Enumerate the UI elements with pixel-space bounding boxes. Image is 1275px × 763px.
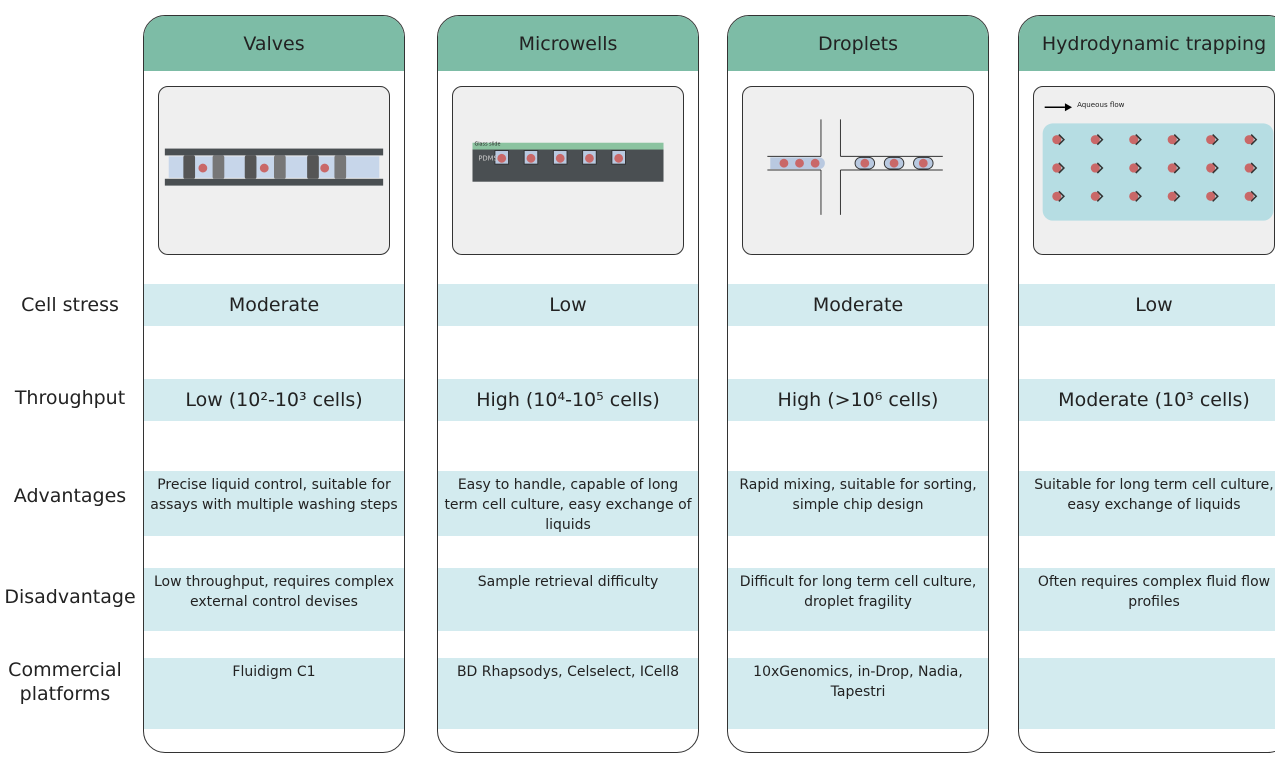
table-cell: Moderate [144, 284, 404, 326]
illustration-graphic [164, 148, 384, 186]
cell-text: Precise liquid control, suitable for ass… [150, 477, 398, 513]
cell-text: Moderate [228, 294, 320, 316]
column-header: Droplets [728, 16, 988, 71]
row-label: Disadvantage [4, 586, 136, 608]
table-cell: Low throughput, requires complex externa… [144, 568, 404, 631]
row-label: Advantages [13, 485, 127, 507]
table-cell: Difficult for long term cell culture, dr… [728, 568, 988, 631]
cell-text: Low [1135, 294, 1173, 316]
table-cell: High (>10⁶ cells) [728, 379, 988, 421]
table-cell: Easy to handle, capable of long term cel… [438, 471, 698, 536]
cell-text: Easy to handle, capable of long term cel… [444, 477, 692, 533]
column: Droplets Moderate High (>10⁶ cells) Rapid m… [727, 15, 989, 753]
cell-text: 10xGenomics, in-Drop, Nadia, Tapestri [753, 664, 963, 700]
cell-text: Rapid mixing, suitable for sorting, simp… [739, 477, 977, 513]
column: Hydrodynamic trapping Aqueous flow Low Mode… [1018, 15, 1275, 753]
illustration: Aqueous flow [1033, 86, 1275, 255]
cell-text: Low throughput, requires complex externa… [153, 574, 395, 610]
table-cell: Moderate (10³ cells) [1019, 379, 1275, 421]
table-cell: Suitable for long term cell culture, eas… [1019, 471, 1275, 536]
row-label: Commercial platforms [8, 659, 122, 705]
table-cell: Rapid mixing, suitable for sorting, simp… [728, 471, 988, 536]
illustration-graphic: Glass slide PDMS [472, 142, 664, 182]
illustration-label: Aqueous flow [1077, 100, 1125, 109]
cell-text: Moderate [812, 294, 904, 316]
row-label: Throughput [14, 387, 126, 409]
illustration-graphic: Aqueous flow [1042, 100, 1274, 221]
table-cell: Precise liquid control, suitable for ass… [144, 471, 404, 536]
cell-text: Often requires complex fluid flow profil… [1037, 574, 1271, 610]
illustration [742, 86, 974, 255]
illustration [158, 86, 390, 255]
column: Valves Moderate Low (10²-10³ cells) Precise… [143, 15, 405, 753]
illustration-graphic [767, 119, 943, 215]
cell-text: Sample retrieval difficulty [477, 574, 659, 590]
table-cell [1019, 658, 1275, 729]
column-header: Hydrodynamic trapping [1019, 16, 1275, 71]
column-header: Microwells [438, 16, 698, 71]
table-cell: Often requires complex fluid flow profil… [1019, 568, 1275, 631]
table-cell: Fluidigm C1 [144, 658, 404, 729]
cell-text: BD Rhapsodys, Celselect, ICell8 [456, 664, 680, 680]
row-label: Cell stress [21, 294, 119, 316]
illustration-label: PDMS [478, 154, 498, 162]
table-cell: High (10⁴-10⁵ cells) [438, 379, 698, 421]
column-header: Valves [144, 16, 404, 71]
table-cell: Low [438, 284, 698, 326]
table-cell: 10xGenomics, in-Drop, Nadia, Tapestri [728, 658, 988, 729]
cell-text: High (10⁴-10⁵ cells) [476, 389, 660, 411]
table-cell: BD Rhapsodys, Celselect, ICell8 [438, 658, 698, 729]
cell-text: Moderate (10³ cells) [1058, 389, 1250, 411]
cell-text: High (>10⁶ cells) [777, 389, 939, 411]
cell-text: Low [549, 294, 587, 316]
table-cell: Low (10²-10³ cells) [144, 379, 404, 421]
table-cell: Sample retrieval difficulty [438, 568, 698, 631]
cell-text: Low (10²-10³ cells) [185, 389, 363, 411]
table-cell: Moderate [728, 284, 988, 326]
illustration-label: Glass slide [474, 142, 500, 148]
table-cell: Low [1019, 284, 1275, 326]
column: Microwells Glass slide PDMS Low High (10⁴-10… [437, 15, 699, 753]
cell-text: Difficult for long term cell culture, dr… [739, 574, 977, 610]
cell-text: Fluidigm C1 [232, 664, 316, 680]
illustration: Glass slide PDMS [452, 86, 684, 255]
cell-text: Suitable for long term cell culture, eas… [1034, 477, 1274, 513]
